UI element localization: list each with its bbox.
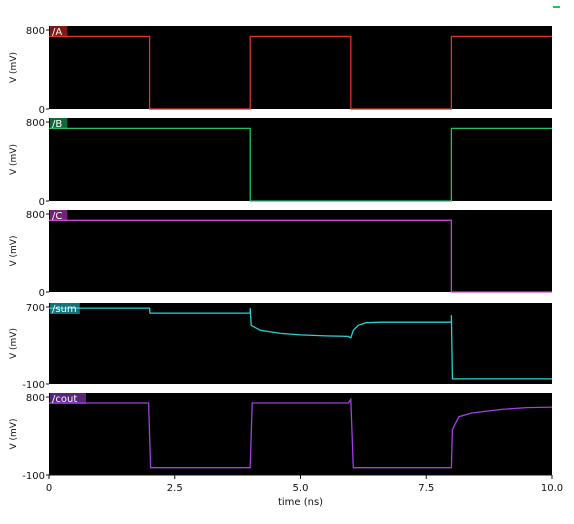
- signal-tag: [50, 393, 86, 404]
- x-tick-label: 0: [46, 483, 52, 494]
- series-line: [49, 35, 552, 110]
- x-tick-label: 7.5: [418, 483, 434, 494]
- y-tick-label: 0: [39, 105, 45, 116]
- panel-B: /B 800 0 V (mV): [9, 118, 552, 208]
- signal-tag: [50, 210, 68, 221]
- legend-entry: /A: [52, 27, 62, 38]
- legend-entry: /B: [52, 119, 62, 130]
- y-axis-label: V (mV): [9, 144, 19, 175]
- legend-entry: /C: [52, 211, 62, 222]
- y-tick-label: 0: [39, 197, 45, 208]
- legend-marker: [553, 6, 560, 8]
- y-tick-label: 800: [26, 210, 45, 221]
- y-tick-label: 700: [26, 303, 45, 314]
- x-tick-label: 5.0: [293, 483, 309, 494]
- signal-tag: [50, 118, 68, 129]
- panel-C: /C 800 0 V (mV): [9, 210, 552, 299]
- y-axis-label: V (mV): [9, 52, 19, 83]
- legend-entry: /sum: [52, 304, 77, 315]
- y-tick-label: 800: [26, 393, 45, 404]
- legend-entry: /cout: [52, 394, 77, 405]
- x-tick-label: 10.0: [541, 483, 563, 494]
- plot-area: [49, 393, 552, 475]
- y-tick-label: -100: [22, 471, 45, 482]
- plot-area: [49, 26, 552, 109]
- plot-area: [49, 303, 552, 384]
- y-tick-label: 800: [26, 118, 45, 129]
- series-line: [49, 219, 552, 293]
- panel-A: /A 800 0 V (mV): [9, 26, 552, 116]
- y-axis-label: V (mV): [9, 236, 19, 267]
- series-line: [49, 397, 553, 469]
- panel-sum: /sum 700 -100 V (mV): [9, 303, 552, 391]
- y-axis-label: V (mV): [9, 419, 19, 450]
- signal-tag: [50, 26, 68, 37]
- panel-cout: /cout 800 -100 V (mV): [9, 393, 553, 482]
- y-tick-label: 0: [39, 288, 45, 299]
- y-tick-label: -100: [22, 380, 45, 391]
- signal-tag: [50, 303, 80, 314]
- y-tick-label: 800: [26, 26, 45, 37]
- plot-area: [49, 210, 552, 292]
- x-axis-label: time (ns): [278, 497, 323, 508]
- plot-area: [49, 118, 552, 201]
- series-line: [49, 127, 552, 202]
- series-line: [49, 307, 552, 380]
- x-tick-label: 2.5: [167, 483, 183, 494]
- y-axis-label: V (mV): [9, 328, 19, 359]
